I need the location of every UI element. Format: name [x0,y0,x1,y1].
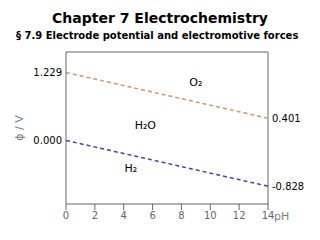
svg-text:8: 8 [178,210,184,221]
svg-text:ϕ / V: ϕ / V [13,115,26,141]
svg-text:10: 10 [204,210,217,221]
svg-text:1.229: 1.229 [33,67,62,78]
svg-text:2: 2 [92,210,98,221]
svg-text:0.000: 0.000 [33,135,62,146]
svg-text:H₂: H₂ [125,162,138,175]
svg-text:12: 12 [233,210,246,221]
svg-text:-0.828: -0.828 [272,181,304,192]
svg-text:pH: pH [274,210,289,223]
svg-text:6: 6 [149,210,155,221]
svg-text:4: 4 [121,210,127,221]
svg-text:0: 0 [63,210,69,221]
svg-text:0.401: 0.401 [272,113,301,124]
svg-text:H₂O: H₂O [135,119,157,132]
svg-text:O₂: O₂ [189,76,202,89]
html-text:Chapter 7 Electrochemistry: Chapter 7 Electrochemistry [52,10,268,26]
svg-text:14: 14 [262,210,275,221]
html-text:§ 7.9 Electrode potential and: § 7.9 Electrode potential and electromot… [16,30,299,41]
